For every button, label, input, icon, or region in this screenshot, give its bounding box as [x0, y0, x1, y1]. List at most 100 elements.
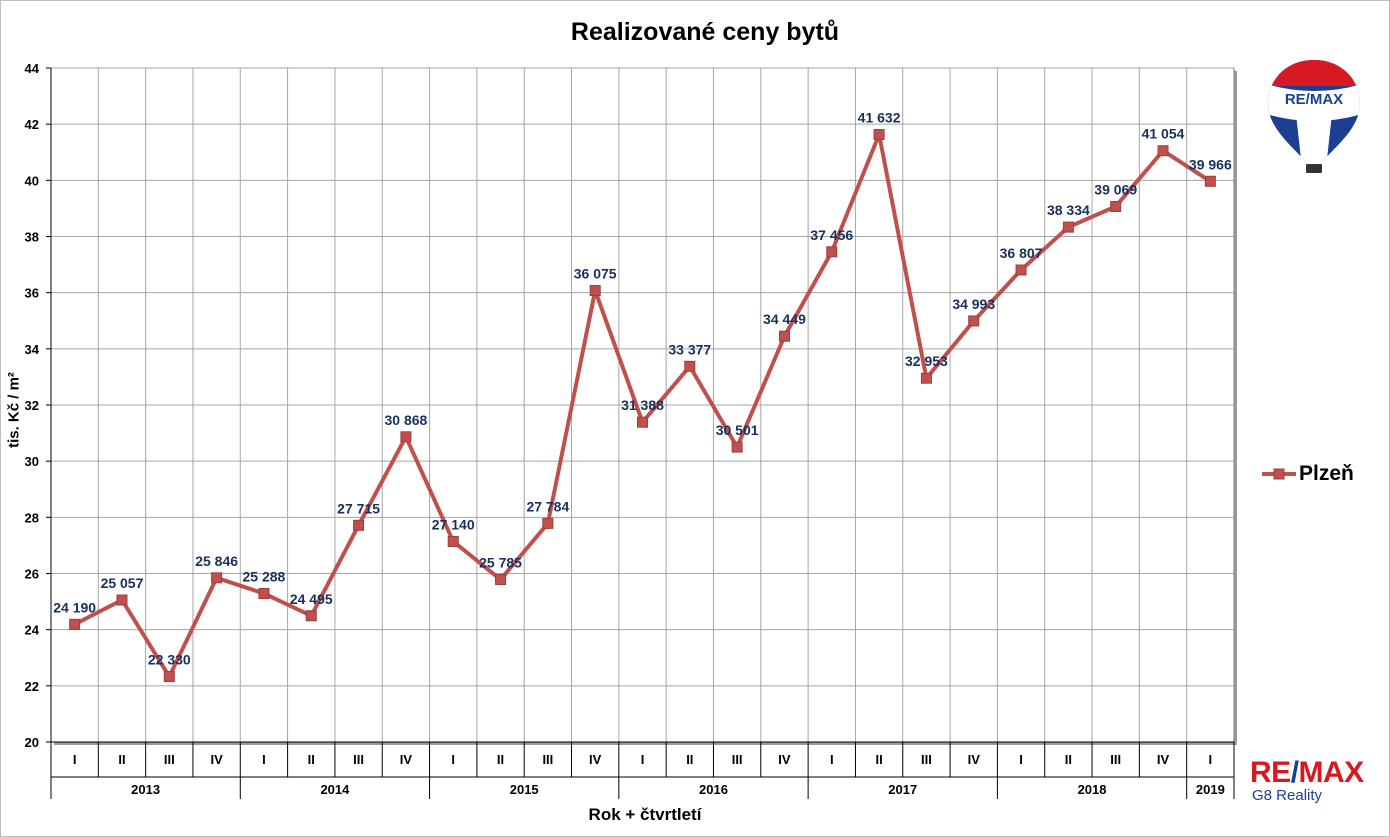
quarter-label: I [830, 752, 834, 767]
chart-title: Realizované ceny bytů [570, 18, 840, 46]
data-label: 30 501 [716, 422, 759, 438]
quarter-label: IV [968, 752, 981, 767]
quarter-label: II [686, 752, 693, 767]
data-label: 39 069 [1094, 181, 1137, 197]
brand-slash: / [1290, 756, 1299, 789]
data-point [542, 517, 554, 529]
data-point [1204, 175, 1216, 187]
quarter-label: IV [400, 752, 413, 767]
data-point [731, 441, 743, 453]
legend: Plzeň [1262, 462, 1354, 486]
brand-name: RE/MAX [1250, 758, 1364, 788]
data-label: 39 966 [1189, 156, 1232, 172]
data-point [1110, 200, 1122, 212]
data-point [589, 285, 601, 297]
data-point [1062, 221, 1074, 233]
data-label: 34 993 [952, 296, 995, 312]
y-tick-label: 42 [25, 117, 39, 132]
quarter-label: I [451, 752, 455, 767]
quarter-label: III [732, 752, 743, 767]
quarter-label: I [262, 752, 266, 767]
legend-swatch [1262, 468, 1296, 480]
quarter-label: III [1110, 752, 1121, 767]
year-label: 2019 [1196, 782, 1225, 797]
data-point [873, 129, 885, 141]
data-point [1015, 264, 1027, 276]
data-label: 33 377 [668, 341, 711, 357]
data-point [211, 572, 223, 584]
y-tick-label: 22 [25, 679, 39, 694]
data-label: 31 388 [621, 397, 664, 413]
brand-subtitle: G8 Reality [1252, 787, 1323, 804]
data-label: 38 334 [1047, 202, 1090, 218]
data-label: 36 807 [1000, 245, 1043, 261]
data-label: 30 868 [384, 412, 427, 428]
quarter-label: IV [210, 752, 223, 767]
data-point [163, 671, 175, 683]
x-axis-title: Rok + čtvrtletí [588, 805, 702, 824]
data-point [1157, 145, 1169, 157]
data-point [353, 519, 365, 531]
quarter-label: III [921, 752, 932, 767]
y-tick-label: 26 [25, 567, 39, 582]
data-point [826, 246, 838, 258]
data-label: 25 785 [479, 555, 522, 571]
remax-balloon-logo: RE/MAX [1268, 60, 1360, 173]
quarter-label: IV [778, 752, 791, 767]
brand-max: MAX [1298, 756, 1365, 789]
y-tick-label: 38 [25, 230, 39, 245]
y-tick-label: 34 [25, 342, 40, 357]
data-label: 37 456 [810, 227, 853, 243]
data-point [495, 574, 507, 586]
data-point [778, 330, 790, 342]
data-point [400, 431, 412, 443]
quarter-label: II [497, 752, 504, 767]
quarter-label: IV [589, 752, 602, 767]
quarter-label: III [353, 752, 364, 767]
quarter-label: II [1065, 752, 1072, 767]
data-point [447, 535, 459, 547]
data-point [968, 315, 980, 327]
data-point [305, 610, 317, 622]
quarter-label: I [1209, 752, 1213, 767]
data-label: 34 449 [763, 311, 806, 327]
data-label: 24 190 [53, 599, 96, 615]
year-label: 2016 [699, 782, 728, 797]
data-point [637, 416, 648, 428]
remax-brand-logo: RE/MAX G8 Reality [1250, 758, 1364, 804]
data-label: 41 632 [858, 110, 901, 126]
data-label: 41 054 [1142, 126, 1185, 142]
y-tick-label: 28 [25, 510, 39, 525]
quarter-label: II [308, 752, 315, 767]
year-label: 2015 [510, 782, 539, 797]
quarter-label: III [542, 752, 553, 767]
y-tick-label: 44 [25, 61, 40, 76]
data-label: 25 846 [195, 553, 238, 569]
year-label: 2013 [131, 782, 160, 797]
data-label: 25 288 [243, 568, 286, 584]
brand-re: RE [1250, 756, 1291, 789]
data-label: 27 140 [432, 516, 475, 532]
data-point [69, 618, 81, 630]
quarter-label: II [875, 752, 882, 767]
data-point [684, 360, 696, 372]
balloon-logo-text: RE/MAX [1285, 91, 1343, 108]
quarter-label: I [73, 752, 77, 767]
y-tick-label: 32 [25, 398, 39, 413]
y-tick-label: 36 [25, 286, 39, 301]
quarter-label: IV [1157, 752, 1170, 767]
data-label: 32 953 [905, 353, 948, 369]
data-label: 36 075 [574, 266, 617, 282]
y-tick-label: 24 [25, 623, 40, 638]
data-label: 22 330 [148, 652, 191, 668]
y-tick-label: 40 [25, 173, 39, 188]
data-point [116, 594, 128, 606]
quarter-label: III [164, 752, 175, 767]
quarter-label: I [641, 752, 645, 767]
y-tick-label: 30 [25, 454, 39, 469]
data-point [258, 587, 270, 599]
year-label: 2017 [888, 782, 917, 797]
year-label: 2018 [1078, 782, 1107, 797]
data-label: 27 715 [337, 500, 380, 516]
